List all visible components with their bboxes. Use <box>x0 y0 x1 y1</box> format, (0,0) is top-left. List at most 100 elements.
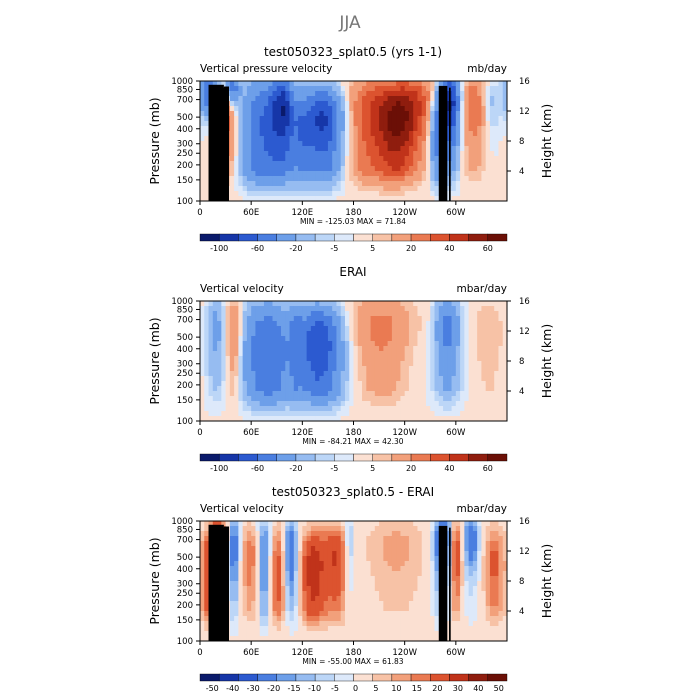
heatmap-cell <box>362 336 367 342</box>
heatmap-cell <box>413 136 418 142</box>
heatmap-cell <box>332 596 337 602</box>
heatmap-cell <box>259 191 265 197</box>
heatmap-cell <box>336 566 342 572</box>
heatmap-cell <box>391 176 397 182</box>
heatmap-cell <box>281 196 286 202</box>
heatmap-cell <box>417 301 423 307</box>
heatmap-cell <box>251 321 256 327</box>
heatmap-cell <box>357 301 363 307</box>
heatmap-cell <box>217 391 222 397</box>
heatmap-cell <box>370 356 376 362</box>
heatmap-cell <box>204 301 209 307</box>
heatmap-cell <box>468 186 474 192</box>
heatmap-cell <box>387 361 393 367</box>
heatmap-cell <box>374 106 380 112</box>
heatmap-cell <box>485 96 491 102</box>
heatmap-cell <box>298 416 303 422</box>
heatmap-cell <box>447 416 452 422</box>
heatmap-cell <box>319 136 325 142</box>
heatmap-cell <box>263 526 269 532</box>
heatmap-cell <box>217 371 222 377</box>
heatmap-cell <box>353 96 359 102</box>
heatmap-cell <box>302 541 307 547</box>
heatmap-cell <box>370 171 376 177</box>
heatmap-cell <box>413 586 418 592</box>
heatmap-cell <box>485 556 491 562</box>
heatmap-cell <box>430 596 435 602</box>
heatmap-cell <box>447 411 452 417</box>
heatmap-cell <box>306 531 312 537</box>
heatmap-cell <box>251 531 256 537</box>
heatmap-cell <box>400 106 406 112</box>
heatmap-cell <box>425 406 431 412</box>
heatmap-cell <box>443 356 448 362</box>
heatmap-cell <box>370 601 376 607</box>
heatmap-cell <box>336 396 342 402</box>
heatmap-cell <box>481 586 487 592</box>
heatmap-cell <box>332 316 337 322</box>
heatmap-cell <box>391 586 397 592</box>
heatmap-cell <box>238 186 244 192</box>
heatmap-cell <box>408 166 414 172</box>
heatmap-cell <box>404 336 410 342</box>
heatmap-cell <box>302 301 307 307</box>
heatmap-cell <box>434 611 440 617</box>
heatmap-cell <box>298 556 303 562</box>
heatmap-cell <box>246 581 252 587</box>
y-axis-title: Pressure (mb) <box>147 97 162 184</box>
heatmap-cell <box>460 86 465 92</box>
heatmap-cell <box>370 546 376 552</box>
heatmap-cell <box>353 146 359 152</box>
heatmap-cell <box>481 541 487 547</box>
heatmap-cell <box>255 166 261 172</box>
heatmap-cell <box>472 116 478 122</box>
heatmap-cell <box>208 346 214 352</box>
heatmap-cell <box>251 101 256 107</box>
heatmap-cell <box>276 321 282 327</box>
heatmap-cell <box>502 606 508 612</box>
heatmap-cell <box>281 351 286 357</box>
heatmap-cell <box>336 356 342 362</box>
heatmap-cell <box>229 91 235 97</box>
heatmap-cell <box>349 531 354 537</box>
heatmap-cell <box>421 101 427 107</box>
heatmap-cell <box>472 136 478 142</box>
heatmap-cell <box>263 131 269 137</box>
heatmap-cell <box>455 531 461 537</box>
heatmap-cell <box>498 381 504 387</box>
heatmap-cell <box>340 326 346 332</box>
heatmap-cell <box>246 141 252 147</box>
heatmap-cell <box>391 91 397 97</box>
heatmap-cell <box>383 541 389 547</box>
heatmap-cell <box>447 301 452 307</box>
heatmap-cell <box>319 81 325 87</box>
heatmap-cell <box>498 391 504 397</box>
heatmap-cell <box>489 571 495 577</box>
heatmap-cell <box>498 596 504 602</box>
heatmap-cell <box>344 551 350 557</box>
heatmap-cell <box>370 111 376 117</box>
heatmap-cell <box>242 566 248 572</box>
heatmap-cell <box>447 401 452 407</box>
heatmap-cell <box>357 191 363 197</box>
heatmap-cell <box>370 321 376 327</box>
heatmap-cell <box>379 191 384 197</box>
heatmap-cell <box>212 416 218 422</box>
heatmap-cell <box>404 316 410 322</box>
heatmap-cell <box>404 386 410 392</box>
heatmap-cell <box>374 151 380 157</box>
heatmap-cell <box>289 406 295 412</box>
heatmap-cell <box>417 596 423 602</box>
heatmap-cell <box>255 401 261 407</box>
heatmap-cell <box>344 376 350 382</box>
heatmap-cell <box>494 536 499 542</box>
heatmap-cell <box>451 166 457 172</box>
heatmap-cell <box>289 306 295 312</box>
heatmap-cell <box>430 176 435 182</box>
heatmap-cell <box>477 581 482 587</box>
heatmap-cell <box>468 546 474 552</box>
heatmap-cell <box>421 551 427 557</box>
heatmap-cell <box>323 91 329 97</box>
heatmap-cell <box>281 141 286 147</box>
heatmap-cell <box>502 106 508 112</box>
